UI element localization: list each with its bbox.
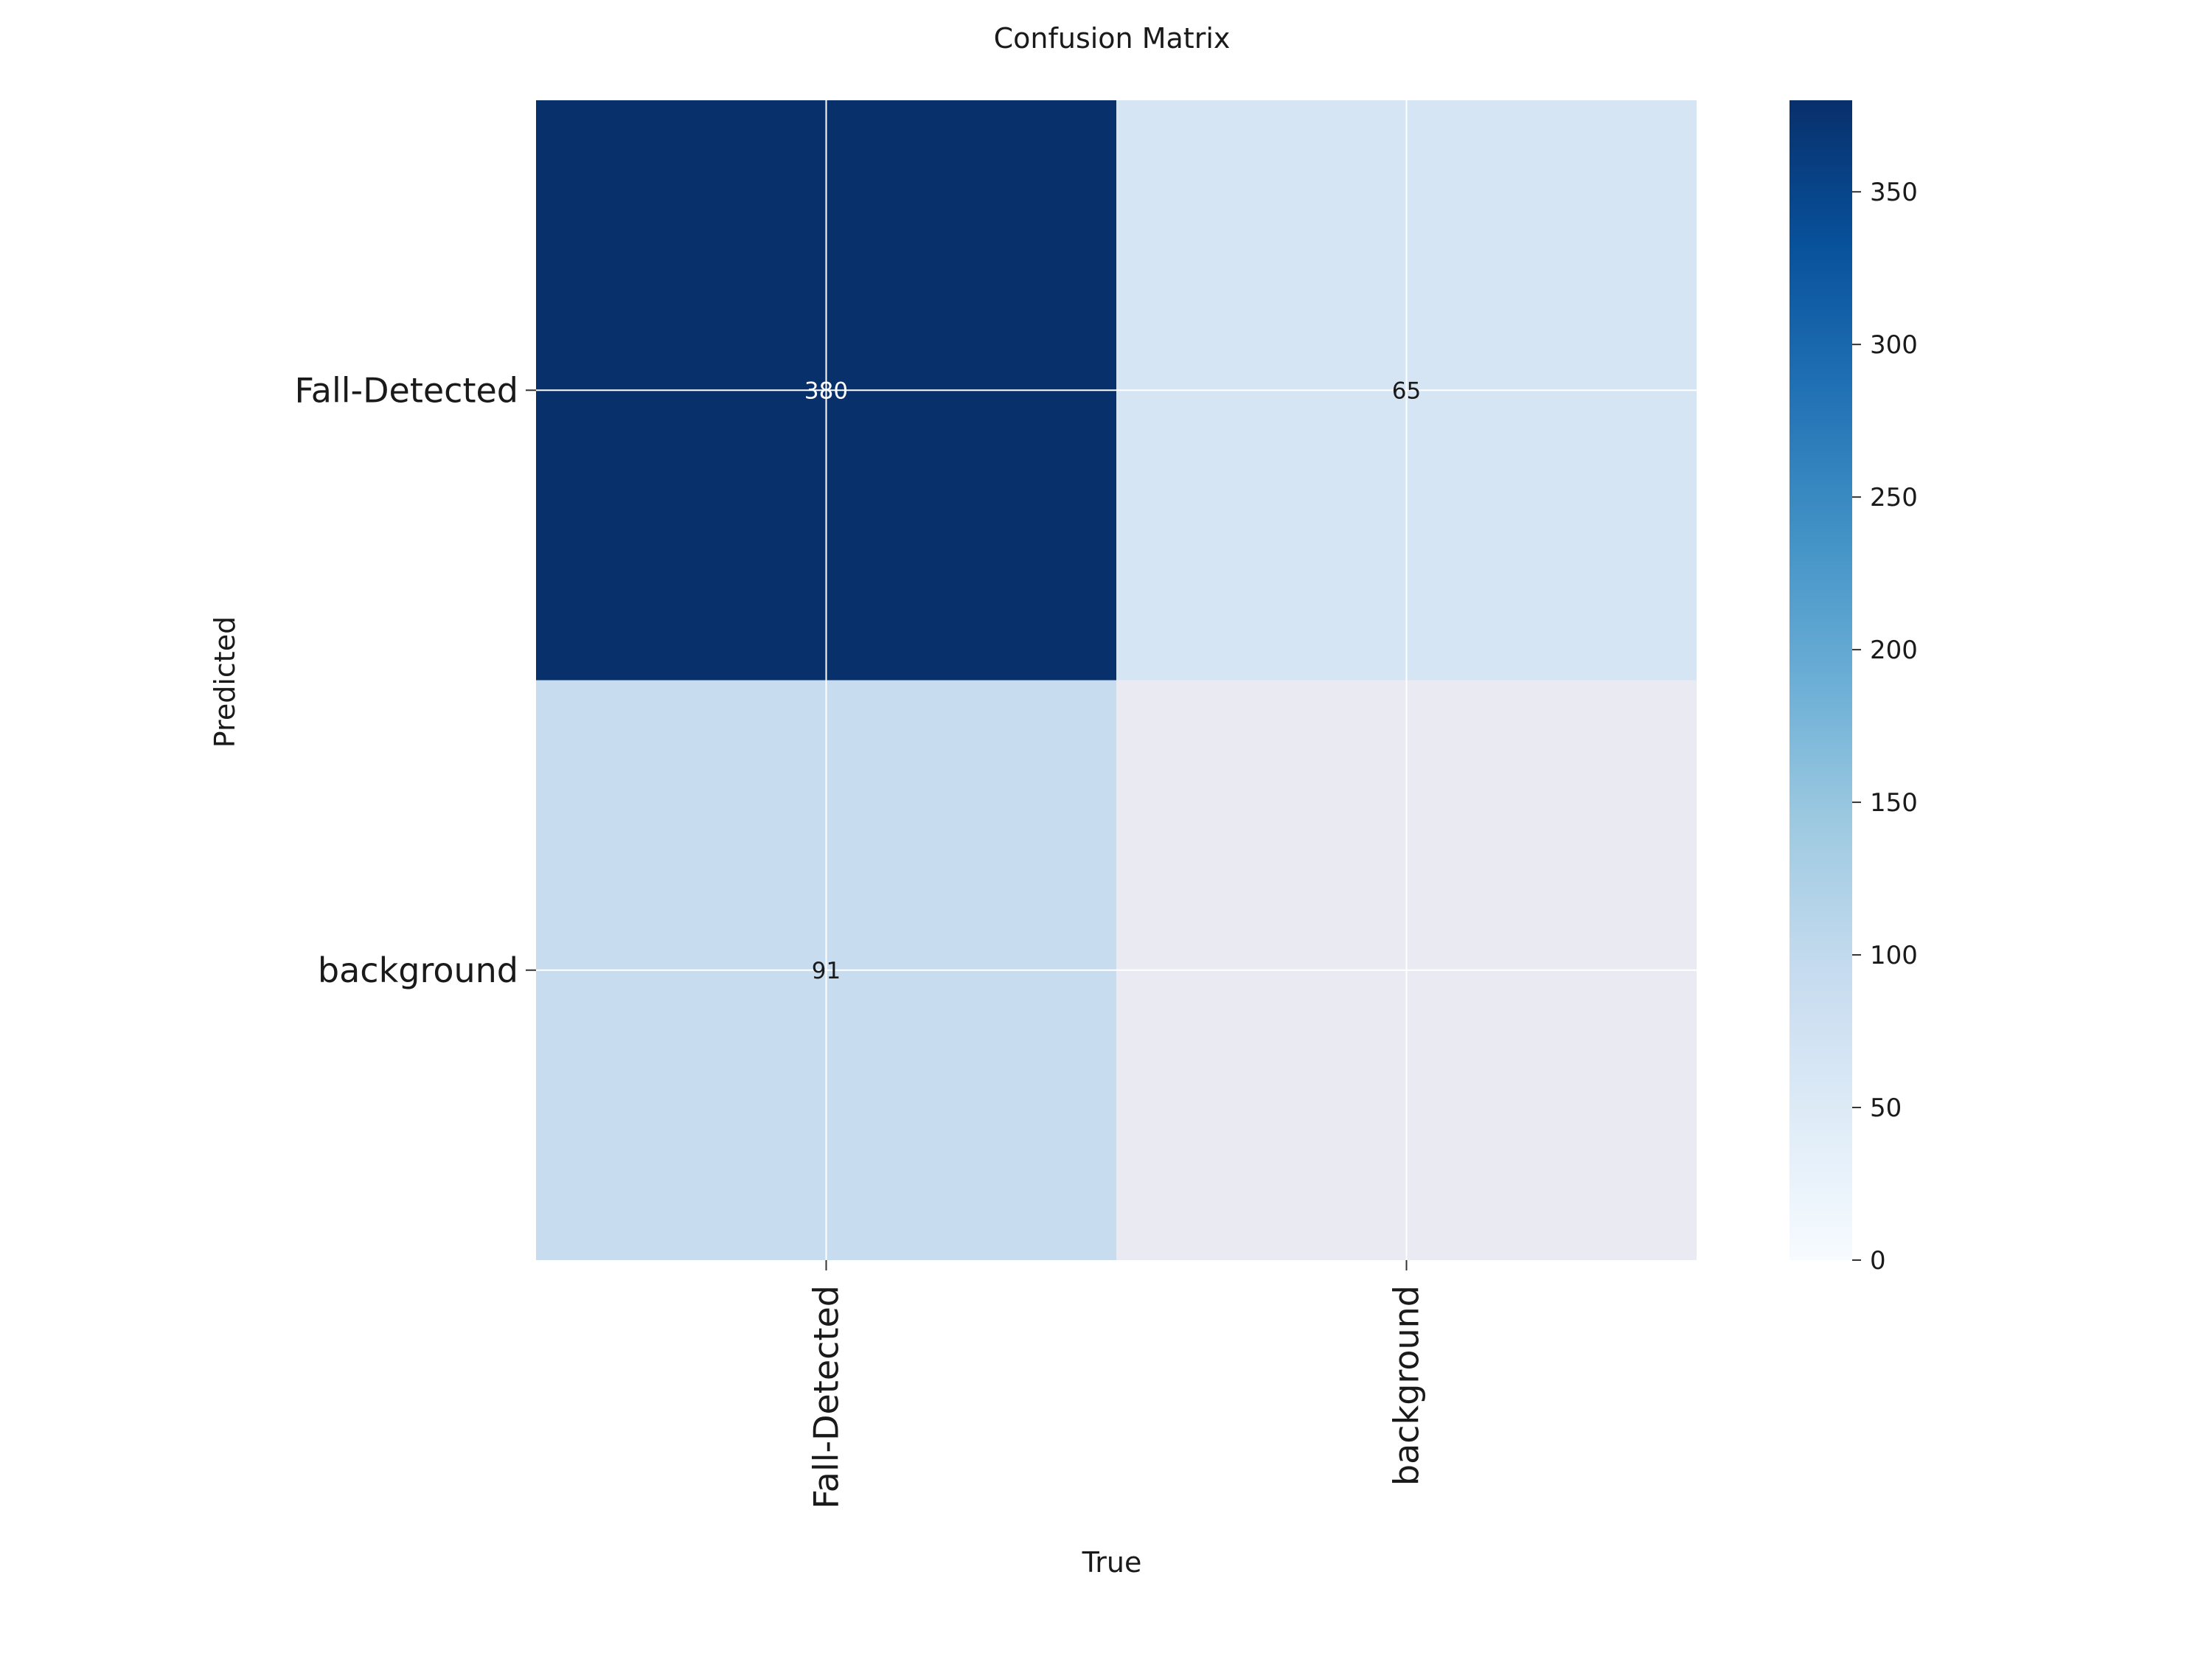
colorbar-tick-label: 250 (1870, 483, 1918, 512)
colorbar-tick-label: 150 (1870, 788, 1918, 818)
colorbar-tick-label: 0 (1870, 1246, 1886, 1276)
cell-value-label: 65 (1392, 378, 1421, 404)
cell-value-label: 91 (812, 958, 841, 984)
x-axis-label: True (1082, 1546, 1142, 1579)
colorbar-gradient (1790, 100, 1852, 1260)
cell-value-labels: 380 65 91 (804, 378, 1421, 984)
y-tick-label: Fall-Detected (295, 370, 518, 410)
x-axis-ticks: Fall-Detected background (807, 1260, 1427, 1509)
y-axis-ticks: Fall-Detected background (295, 370, 536, 990)
colorbar: 0 50 100 150 200 250 300 350 (1790, 100, 1918, 1276)
colorbar-tick-label: 200 (1870, 636, 1918, 665)
colorbar-tick-label: 50 (1870, 1093, 1902, 1123)
grid-lines (536, 100, 1697, 1260)
y-tick-label: background (318, 950, 518, 990)
colorbar-tick-label: 100 (1870, 941, 1918, 970)
cell-value-label: 380 (804, 378, 848, 404)
x-tick-label: Fall-Detected (807, 1285, 846, 1509)
colorbar-tick-label: 350 (1870, 178, 1918, 207)
y-axis-label: Predicted (209, 616, 241, 748)
chart-title: Confusion Matrix (994, 22, 1231, 55)
heatmap-cells (536, 100, 1697, 1260)
colorbar-tick-label: 300 (1870, 330, 1918, 360)
x-tick-label: background (1387, 1285, 1427, 1486)
